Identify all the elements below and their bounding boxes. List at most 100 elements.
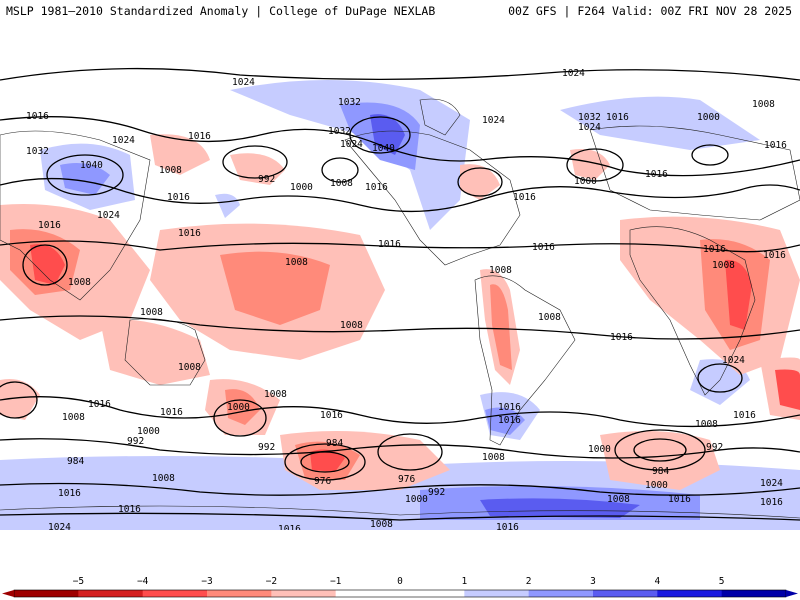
isobar-label: 1008 bbox=[159, 165, 182, 176]
isobar-label: 1000 bbox=[697, 112, 720, 123]
isobar-label: 1016 bbox=[496, 522, 519, 530]
high-center-contour bbox=[349, 116, 411, 154]
anomaly-blob bbox=[570, 149, 610, 180]
isobar-label: 1016 bbox=[606, 112, 629, 123]
isobar bbox=[0, 512, 800, 521]
isobar-label: 1016 bbox=[760, 497, 783, 508]
isobar-label: 984 bbox=[652, 466, 669, 477]
scale-segment bbox=[142, 590, 208, 597]
anomaly-blob bbox=[60, 162, 110, 195]
isobar-label: 984 bbox=[326, 438, 343, 449]
isobar-label: 1008 bbox=[330, 178, 353, 189]
isobar-label: 1016 bbox=[58, 488, 81, 499]
map-title: MSLP 1981–2010 Standardized Anomaly | Co… bbox=[6, 4, 436, 18]
anomaly-blob bbox=[490, 284, 512, 370]
isobar-label: 1032 bbox=[578, 112, 601, 123]
scale-segment bbox=[593, 590, 658, 597]
isobar-label: 992 bbox=[428, 487, 445, 498]
isobar-label: 1016 bbox=[610, 332, 633, 343]
anomaly-blob bbox=[775, 369, 800, 410]
negative-anomaly-extreme bbox=[30, 244, 800, 472]
isobar-label: 992 bbox=[706, 442, 723, 453]
isobar-label: 1008 bbox=[62, 412, 85, 423]
isobar-label: 1008 bbox=[489, 265, 512, 276]
isobar-label: 1040 bbox=[80, 160, 103, 171]
isobar-label: 976 bbox=[398, 474, 415, 485]
low-center-contour bbox=[300, 451, 350, 473]
isobar-label: 1008 bbox=[264, 389, 287, 400]
scale-tick-label: 0 bbox=[397, 576, 403, 587]
isobar-label: 1016 bbox=[645, 169, 668, 180]
scale-segment bbox=[271, 590, 337, 597]
eurasia-outline bbox=[589, 125, 800, 221]
isobar-label: 1016 bbox=[38, 220, 61, 231]
anomaly-blob bbox=[725, 259, 752, 330]
scale-tick-label: −5 bbox=[73, 576, 84, 587]
scale-segment bbox=[528, 590, 594, 597]
anomaly-blob bbox=[100, 319, 210, 385]
isobar-label: 992 bbox=[127, 436, 144, 447]
low-center-contour bbox=[0, 381, 38, 419]
isobar-labels: 1024 1024 1032 1016 1024 1016 1032 1040 … bbox=[26, 68, 787, 530]
isobar-label: 1008 bbox=[340, 320, 363, 331]
isobar-label: 1016 bbox=[88, 399, 111, 410]
isobar-label: 976 bbox=[314, 476, 331, 487]
low-center-contour bbox=[691, 144, 729, 166]
low-center-contour bbox=[284, 443, 366, 481]
anomaly-blob bbox=[485, 407, 525, 435]
isobar-label: 1016 bbox=[378, 239, 401, 250]
isobar-label: 1024 bbox=[97, 210, 120, 221]
scale-right-arrow bbox=[786, 590, 798, 597]
scale-segment bbox=[335, 590, 401, 597]
isobar-label: 1016 bbox=[188, 131, 211, 142]
isobar-label: 1008 bbox=[370, 519, 393, 530]
isobar-label: 984 bbox=[67, 456, 84, 467]
scale-segment bbox=[78, 590, 144, 597]
anomaly-blob bbox=[460, 164, 500, 200]
isobar-label: 1024 bbox=[578, 122, 601, 133]
isobar-label: 1016 bbox=[498, 415, 521, 426]
isobar-label: 1008 bbox=[695, 419, 718, 430]
isobar-label: 1000 bbox=[645, 480, 668, 491]
scale-tick-label: −2 bbox=[266, 576, 277, 587]
isobar-label: 1024 bbox=[482, 115, 505, 126]
isobar-label: 1024 bbox=[562, 68, 585, 79]
scale-segment bbox=[464, 590, 530, 597]
low-center-contour bbox=[377, 433, 443, 471]
isobar-label: 1016 bbox=[513, 192, 536, 203]
anomaly-blob bbox=[0, 379, 40, 420]
continent-outlines bbox=[0, 98, 800, 519]
isobar-label: 1008 bbox=[712, 260, 735, 271]
isobar bbox=[0, 396, 800, 428]
low-center-contour bbox=[222, 145, 288, 179]
low-center-contour bbox=[321, 157, 359, 183]
antarctica-outline bbox=[0, 505, 800, 519]
isobar-label: 1016 bbox=[118, 504, 141, 515]
scale-tick-label: 2 bbox=[526, 576, 532, 587]
scale-tick-label: −1 bbox=[330, 576, 342, 587]
isobar-label: 1024 bbox=[722, 355, 745, 366]
isobar bbox=[0, 67, 800, 81]
isobar bbox=[0, 438, 800, 459]
isobar-label: 1024 bbox=[232, 77, 255, 88]
isobar-label: 1008 bbox=[285, 257, 308, 268]
isobar bbox=[0, 116, 800, 177]
high-center-contour bbox=[697, 363, 743, 393]
isobar-label: 1016 bbox=[167, 192, 190, 203]
isobar-label: 1032 bbox=[338, 97, 361, 108]
isobar-label: 1032 bbox=[328, 126, 351, 137]
isobar-label: 1040 bbox=[372, 143, 395, 154]
scale-segment bbox=[207, 590, 272, 597]
anomaly-color-scale: −5 −4 −3 −2 −1 0 1 2 3 4 5 bbox=[2, 576, 798, 598]
anomaly-blob bbox=[480, 498, 640, 518]
isobar-label: 1032 bbox=[26, 146, 49, 157]
low-center-contour bbox=[614, 429, 706, 471]
isobar-label: 1016 bbox=[320, 410, 343, 421]
isobar-label: 1024 bbox=[48, 522, 71, 530]
scale-tick-label: 1 bbox=[461, 576, 467, 587]
anomaly-blob bbox=[215, 193, 240, 218]
isobar-label: 1016 bbox=[160, 407, 183, 418]
north-america-outline bbox=[344, 130, 521, 266]
isobar-label: 1024 bbox=[760, 478, 783, 489]
anomaly-blob bbox=[30, 244, 65, 285]
